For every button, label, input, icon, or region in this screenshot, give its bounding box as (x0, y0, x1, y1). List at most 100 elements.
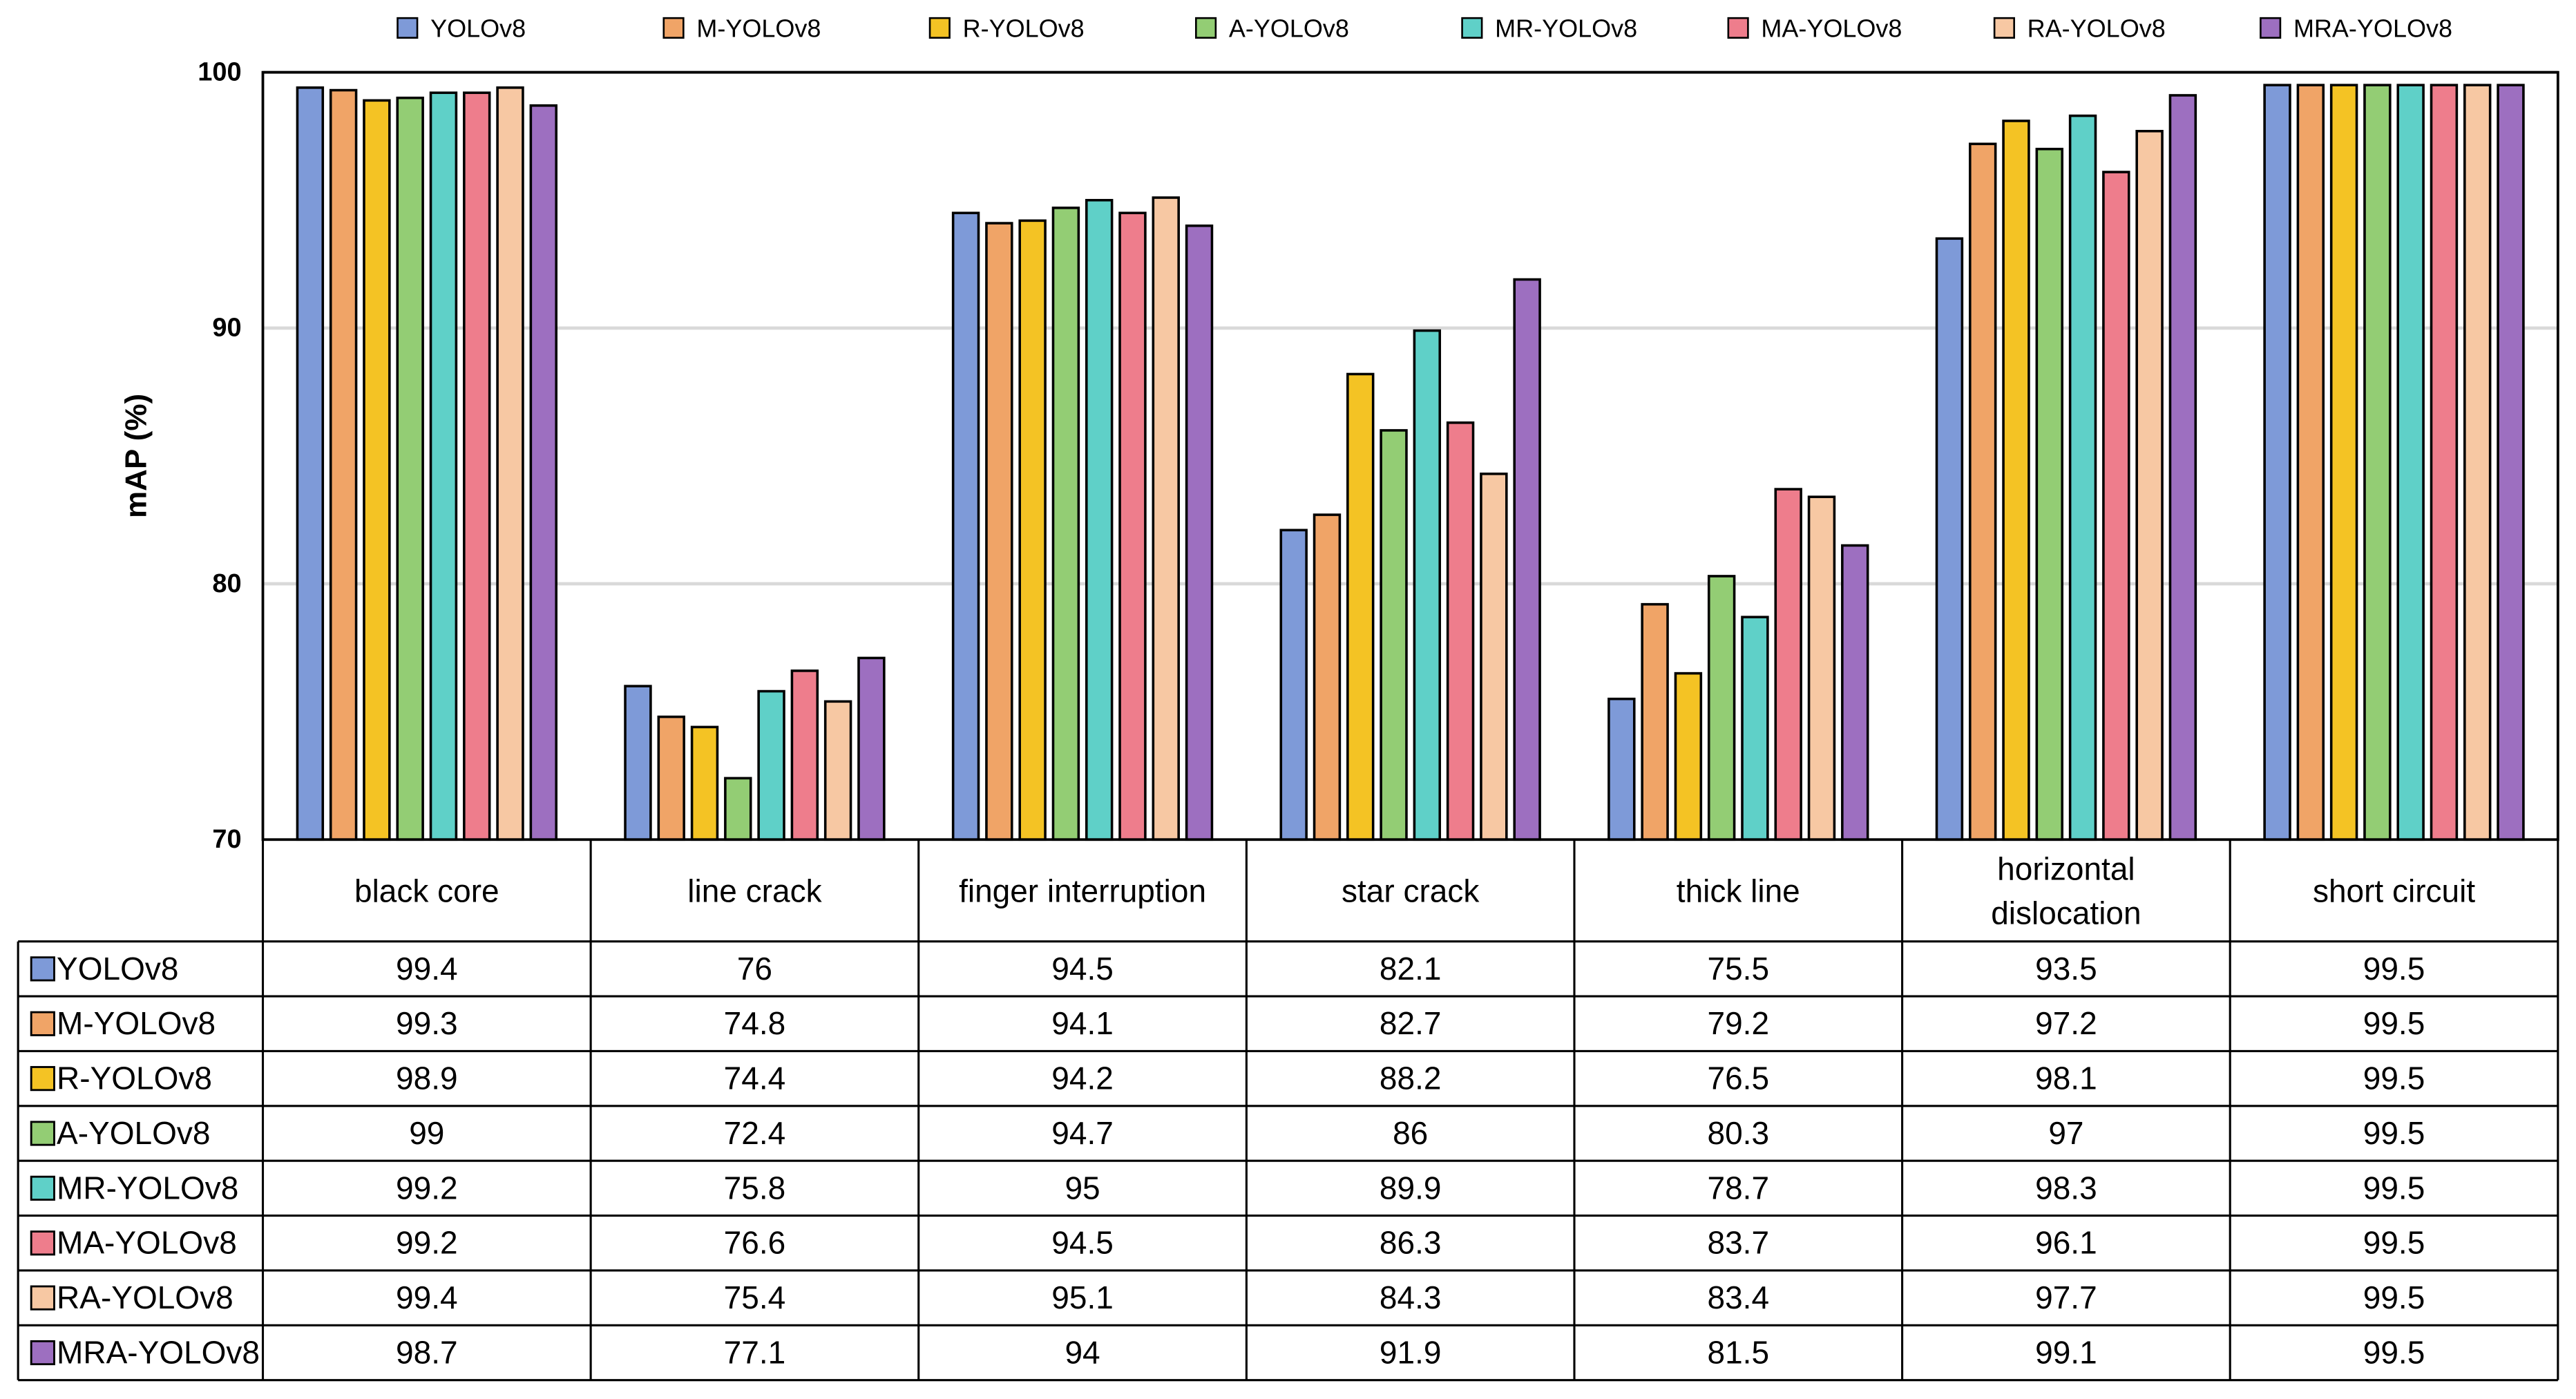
bar-RA-YOLOv8-finger-interruption (1152, 196, 1180, 841)
table-value-cell: 98.1 (2035, 1060, 2097, 1096)
bar-A-YOLOv8-black-core (396, 96, 424, 841)
table-value-cell: 78.7 (1708, 1170, 1770, 1206)
table-value-cell: 76 (737, 951, 772, 987)
table-value-cell: 97 (2048, 1115, 2083, 1151)
bar-MA-YOLOv8-horizontal-dislocation (2102, 171, 2130, 841)
y-axis-title: mAP (%) (119, 394, 153, 518)
table-value-cell: 80.3 (1708, 1115, 1770, 1151)
bar-MR-YOLOv8-star-crack (1413, 329, 1442, 841)
bar-YOLOv8-finger-interruption (951, 211, 980, 841)
table-series-label: RA-YOLOv8 (57, 1279, 233, 1315)
table-value-cell: 86 (1393, 1115, 1428, 1151)
x-category-label: horizontal dislocation (1991, 851, 2141, 931)
table-value-cell: 72.4 (724, 1115, 786, 1151)
bar-RA-YOLOv8-thick-line (1807, 495, 1836, 841)
table-value-cell: 94.2 (1051, 1060, 1114, 1096)
y-tick-label: 70 (212, 825, 241, 854)
y-tick-label: 100 (198, 58, 241, 87)
x-category-label: finger interruption (959, 873, 1206, 909)
bar-MR-YOLOv8-horizontal-dislocation (2068, 114, 2097, 841)
bar-RA-YOLOv8-star-crack (1480, 473, 1508, 841)
bar-R-YOLOv8-thick-line (1674, 672, 1703, 841)
table-value-cell: 98.3 (2035, 1170, 2097, 1206)
legend-swatch (1727, 17, 1749, 39)
table-value-cell: 75.5 (1708, 951, 1770, 987)
bar-R-YOLOv8-star-crack (1346, 372, 1375, 841)
table-value-cell: 88.2 (1380, 1060, 1442, 1096)
table-value-cell: 94.1 (1051, 1005, 1114, 1041)
bar-YOLOv8-line-crack (624, 685, 652, 841)
bar-YOLOv8-horizontal-dislocation (1935, 237, 1964, 841)
bar-M-YOLOv8-thick-line (1641, 602, 1669, 841)
table-value-cell: 99.3 (396, 1005, 458, 1041)
table-value-cell: 98.9 (396, 1060, 458, 1096)
bar-MRA-YOLOv8-black-core (529, 104, 558, 841)
bar-MRA-YOLOv8-short-circuit (2497, 84, 2525, 841)
bar-M-YOLOv8-finger-interruption (985, 222, 1013, 841)
table-series-label: R-YOLOv8 (57, 1060, 212, 1096)
table-value-cell: 99.5 (2363, 951, 2425, 987)
bar-A-YOLOv8-thick-line (1707, 575, 1736, 841)
legend-swatch (1461, 17, 1483, 39)
x-category-label: star crack (1342, 873, 1480, 909)
bar-M-YOLOv8-star-crack (1313, 513, 1342, 841)
legend-swatch (662, 17, 685, 39)
table-legend-swatch (30, 1175, 55, 1201)
table-value-cell: 99.1 (2035, 1334, 2097, 1370)
bar-MR-YOLOv8-line-crack (757, 689, 785, 841)
table-value-cell: 99.5 (2363, 1060, 2425, 1096)
legend-swatch (928, 17, 951, 39)
bar-A-YOLOv8-star-crack (1380, 429, 1408, 841)
bar-A-YOLOv8-horizontal-dislocation (2035, 147, 2063, 841)
bar-MA-YOLOv8-star-crack (1446, 421, 1475, 841)
bar-MA-YOLOv8-short-circuit (2430, 84, 2459, 841)
table-series-label: A-YOLOv8 (57, 1115, 210, 1151)
table-legend-swatch (30, 1285, 55, 1311)
table-legend-swatch (30, 1121, 55, 1146)
table-value-cell: 97.2 (2035, 1005, 2097, 1041)
bar-R-YOLOv8-short-circuit (2329, 84, 2358, 841)
bar-RA-YOLOv8-line-crack (823, 700, 852, 841)
table-series-label: M-YOLOv8 (57, 1005, 216, 1041)
table-value-cell: 94.7 (1051, 1115, 1114, 1151)
table-legend-swatch (30, 1011, 55, 1036)
bar-A-YOLOv8-short-circuit (2363, 84, 2392, 841)
bar-R-YOLOv8-line-crack (690, 725, 719, 841)
table-value-cell: 94.5 (1051, 1225, 1114, 1261)
table-value-cell: 83.7 (1708, 1225, 1770, 1261)
bar-MRA-YOLOv8-star-crack (1513, 278, 1541, 841)
table-legend-swatch (30, 956, 55, 982)
legend-label: MR-YOLOv8 (1495, 15, 1637, 43)
table-value-cell: 84.3 (1380, 1279, 1442, 1315)
table-value-cell: 74.4 (724, 1060, 786, 1096)
bar-RA-YOLOv8-short-circuit (2463, 84, 2492, 841)
bar-MR-YOLOv8-black-core (429, 91, 458, 841)
bar-YOLOv8-star-crack (1279, 529, 1308, 841)
x-category-label: line crack (687, 873, 822, 909)
table-value-cell: 83.4 (1708, 1279, 1770, 1315)
legend-swatch (2260, 17, 2282, 39)
x-category-label: thick line (1677, 873, 1800, 909)
table-value-cell: 99.5 (2363, 1170, 2425, 1206)
bar-YOLOv8-thick-line (1607, 697, 1636, 841)
bar-MRA-YOLOv8-horizontal-dislocation (2168, 94, 2197, 841)
bar-M-YOLOv8-horizontal-dislocation (1969, 142, 1997, 841)
bar-R-YOLOv8-black-core (363, 99, 391, 841)
x-category-label: short circuit (2313, 873, 2475, 909)
table-value-cell: 93.5 (2035, 951, 2097, 987)
table-value-cell: 74.8 (724, 1005, 786, 1041)
bar-MA-YOLOv8-black-core (463, 91, 491, 841)
bar-MR-YOLOv8-thick-line (1741, 616, 1769, 841)
bar-R-YOLOv8-finger-interruption (1018, 219, 1047, 841)
bar-M-YOLOv8-short-circuit (2296, 84, 2325, 841)
legend-swatch (397, 17, 419, 39)
legend-label: MRA-YOLOv8 (2293, 15, 2452, 43)
legend-label: M-YOLOv8 (696, 15, 821, 43)
plot-frame (261, 70, 2559, 841)
bar-RA-YOLOv8-horizontal-dislocation (2135, 130, 2164, 841)
table-value-cell: 77.1 (724, 1334, 786, 1370)
legend-swatch (1993, 17, 2015, 39)
table-legend-swatch (30, 1230, 55, 1256)
table-value-cell: 99.5 (2363, 1225, 2425, 1261)
